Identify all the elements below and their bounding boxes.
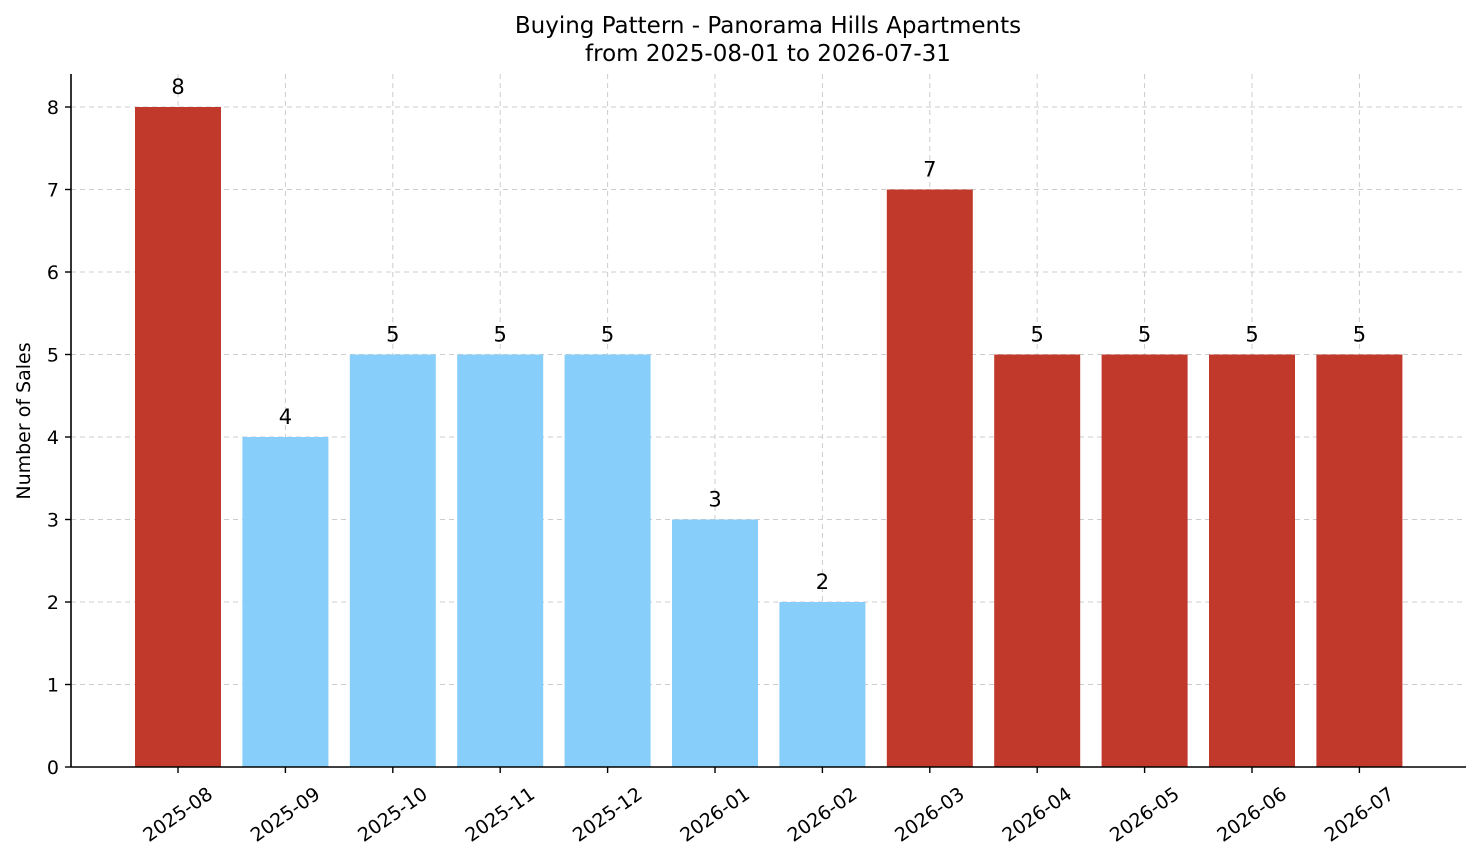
bar-2025-08 bbox=[135, 107, 221, 767]
data-label: 5 bbox=[1138, 323, 1151, 347]
x-tick-label: 2025-09 bbox=[247, 783, 325, 847]
bar-2026-05 bbox=[1101, 354, 1188, 767]
bar-2025-09 bbox=[242, 437, 329, 767]
chart-subtitle: from 2025-08-01 to 2026-07-31 bbox=[585, 41, 951, 67]
x-tick-label: 2025-11 bbox=[461, 783, 539, 847]
bars bbox=[135, 107, 1403, 767]
x-tick-label: 2026-07 bbox=[1321, 783, 1399, 847]
x-tick-label: 2025-12 bbox=[569, 783, 647, 847]
bar-2026-06 bbox=[1209, 354, 1295, 767]
data-label: 5 bbox=[1031, 323, 1044, 347]
bar-2026-03 bbox=[886, 189, 973, 767]
y-tick-label: 1 bbox=[47, 675, 59, 697]
data-label: 2 bbox=[816, 570, 829, 594]
data-label: 8 bbox=[171, 75, 184, 99]
y-axis-label: Number of Sales bbox=[13, 342, 35, 499]
y-tick-label: 2 bbox=[47, 592, 59, 614]
data-labels: 8 4 5 5 5 3 2 7 5 5 5 5 bbox=[171, 75, 1366, 594]
bar-2025-12 bbox=[564, 354, 651, 767]
y-tick-label: 3 bbox=[47, 510, 59, 532]
x-tick-label: 2025-10 bbox=[354, 783, 432, 847]
x-tick-label: 2026-01 bbox=[676, 783, 754, 847]
x-tick-label: 2026-02 bbox=[784, 783, 862, 847]
x-tick-label: 2026-03 bbox=[891, 783, 969, 847]
x-ticks: 2025-08 2025-09 2025-10 2025-11 2025-12 2026-… bbox=[139, 767, 1398, 847]
y-tick-label: 0 bbox=[47, 757, 59, 779]
bar-2025-11 bbox=[457, 354, 544, 767]
x-tick-label: 2025-08 bbox=[139, 783, 217, 847]
y-ticks: 0 1 2 3 4 5 6 7 8 bbox=[47, 97, 71, 779]
x-tick-label: 2026-04 bbox=[998, 783, 1076, 847]
x-tick-label: 2026-06 bbox=[1213, 783, 1291, 847]
data-label: 3 bbox=[708, 488, 721, 512]
data-label: 4 bbox=[279, 405, 292, 429]
chart-title: Buying Pattern - Panorama Hills Apartmen… bbox=[515, 13, 1021, 39]
y-tick-label: 7 bbox=[47, 180, 59, 202]
data-label: 5 bbox=[1245, 323, 1258, 347]
y-tick-label: 4 bbox=[47, 427, 59, 449]
data-label: 5 bbox=[601, 323, 614, 347]
bar-2026-04 bbox=[994, 354, 1081, 767]
bar-2026-02 bbox=[779, 602, 866, 767]
bar-2026-07 bbox=[1316, 354, 1403, 767]
data-label: 7 bbox=[923, 158, 936, 182]
data-label: 5 bbox=[1353, 323, 1366, 347]
y-tick-label: 5 bbox=[47, 345, 59, 367]
y-tick-label: 6 bbox=[47, 262, 59, 284]
data-label: 5 bbox=[494, 323, 507, 347]
data-label: 5 bbox=[386, 323, 399, 347]
bar-2025-10 bbox=[349, 354, 436, 767]
y-tick-label: 8 bbox=[47, 97, 59, 119]
x-tick-label: 2026-05 bbox=[1106, 783, 1184, 847]
bar-2026-01 bbox=[672, 519, 758, 767]
